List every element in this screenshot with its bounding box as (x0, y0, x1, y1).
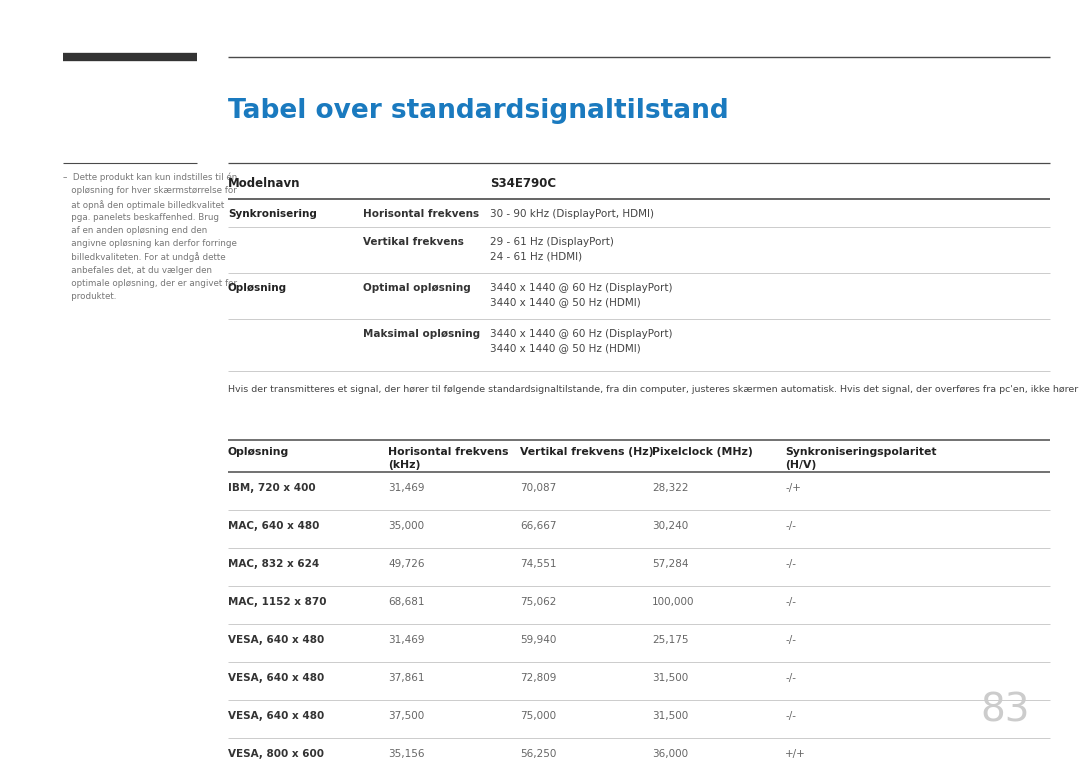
Text: 31,469: 31,469 (388, 483, 424, 493)
Text: 75,000: 75,000 (519, 711, 556, 721)
Text: 3440 x 1440 @ 60 Hz (DisplayPort)
3440 x 1440 @ 50 Hz (HDMI): 3440 x 1440 @ 60 Hz (DisplayPort) 3440 x… (490, 329, 673, 353)
Text: 36,000: 36,000 (652, 749, 688, 759)
Text: 37,861: 37,861 (388, 673, 424, 683)
Text: –  Dette produkt kan kun indstilles til én
   opløsning for hver skærmstørrelse : – Dette produkt kan kun indstilles til é… (63, 173, 238, 301)
Text: VESA, 800 x 600: VESA, 800 x 600 (228, 749, 324, 759)
Text: 75,062: 75,062 (519, 597, 556, 607)
Text: 66,667: 66,667 (519, 521, 556, 531)
Text: 31,500: 31,500 (652, 673, 688, 683)
Text: 29 - 61 Hz (DisplayPort)
24 - 61 Hz (HDMI): 29 - 61 Hz (DisplayPort) 24 - 61 Hz (HDM… (490, 237, 613, 262)
Text: +/+: +/+ (785, 749, 806, 759)
Text: 72,809: 72,809 (519, 673, 556, 683)
Text: 59,940: 59,940 (519, 635, 556, 645)
Text: -/-: -/- (785, 635, 796, 645)
Text: 37,500: 37,500 (388, 711, 424, 721)
Text: Optimal opløsning: Optimal opløsning (363, 283, 471, 293)
Text: Modelnavn: Modelnavn (228, 177, 300, 190)
Text: 56,250: 56,250 (519, 749, 556, 759)
Text: S34E790C: S34E790C (490, 177, 556, 190)
Text: Vertikal frekvens (Hz): Vertikal frekvens (Hz) (519, 447, 653, 457)
Text: 30 - 90 kHz (DisplayPort, HDMI): 30 - 90 kHz (DisplayPort, HDMI) (490, 209, 654, 219)
Text: 31,469: 31,469 (388, 635, 424, 645)
Text: 35,156: 35,156 (388, 749, 424, 759)
Text: IBM, 720 x 400: IBM, 720 x 400 (228, 483, 315, 493)
Text: -/-: -/- (785, 673, 796, 683)
Text: -/+: -/+ (785, 483, 801, 493)
Text: VESA, 640 x 480: VESA, 640 x 480 (228, 711, 324, 721)
Text: Synkroniseringspolaritet
(H/V): Synkroniseringspolaritet (H/V) (785, 447, 936, 470)
Text: Vertikal frekvens: Vertikal frekvens (363, 237, 464, 247)
Text: MAC, 832 x 624: MAC, 832 x 624 (228, 559, 320, 569)
Text: -/-: -/- (785, 521, 796, 531)
Text: Hvis der transmitteres et signal, der hører til følgende standardsignaltilstande: Hvis der transmitteres et signal, der hø… (228, 385, 1080, 394)
Text: 28,322: 28,322 (652, 483, 689, 493)
Text: 31,500: 31,500 (652, 711, 688, 721)
Text: Horisontal frekvens: Horisontal frekvens (363, 209, 480, 219)
Text: VESA, 640 x 480: VESA, 640 x 480 (228, 673, 324, 683)
Text: 70,087: 70,087 (519, 483, 556, 493)
Text: 83: 83 (981, 692, 1030, 730)
Text: 100,000: 100,000 (652, 597, 694, 607)
Text: Tabel over standardsignaltilstand: Tabel over standardsignaltilstand (228, 98, 729, 124)
Text: -/-: -/- (785, 559, 796, 569)
Text: Opløsning: Opløsning (228, 447, 289, 457)
Text: MAC, 1152 x 870: MAC, 1152 x 870 (228, 597, 326, 607)
Text: VESA, 640 x 480: VESA, 640 x 480 (228, 635, 324, 645)
Text: MAC, 640 x 480: MAC, 640 x 480 (228, 521, 320, 531)
Text: 3440 x 1440 @ 60 Hz (DisplayPort)
3440 x 1440 @ 50 Hz (HDMI): 3440 x 1440 @ 60 Hz (DisplayPort) 3440 x… (490, 283, 673, 307)
Text: Horisontal frekvens
(kHz): Horisontal frekvens (kHz) (388, 447, 509, 470)
Text: Synkronisering: Synkronisering (228, 209, 316, 219)
Text: Maksimal opløsning: Maksimal opløsning (363, 329, 481, 339)
Text: 30,240: 30,240 (652, 521, 688, 531)
Text: Pixelclock (MHz): Pixelclock (MHz) (652, 447, 753, 457)
Text: -/-: -/- (785, 711, 796, 721)
Text: 25,175: 25,175 (652, 635, 689, 645)
Text: 68,681: 68,681 (388, 597, 424, 607)
Text: 35,000: 35,000 (388, 521, 424, 531)
Text: 57,284: 57,284 (652, 559, 689, 569)
Text: 49,726: 49,726 (388, 559, 424, 569)
Text: Opløsning: Opløsning (228, 283, 287, 293)
Text: 74,551: 74,551 (519, 559, 556, 569)
Text: -/-: -/- (785, 597, 796, 607)
